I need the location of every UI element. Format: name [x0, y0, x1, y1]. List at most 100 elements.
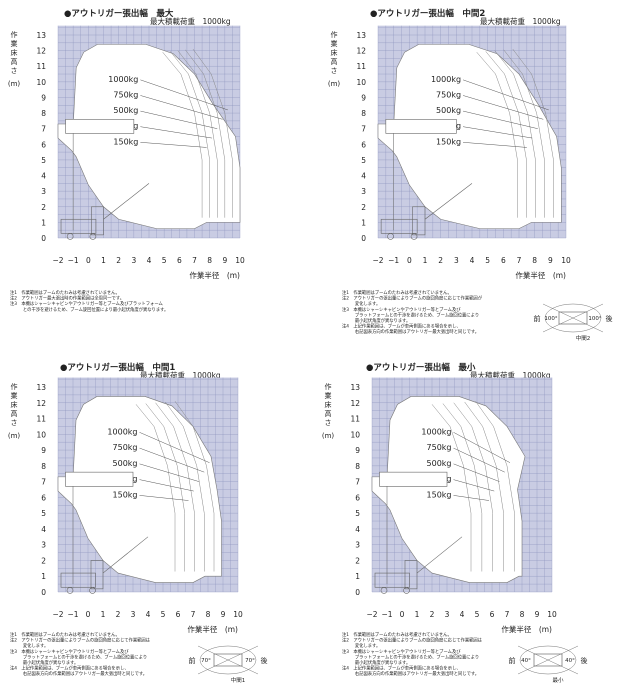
- y-axis-unit: (m): [8, 432, 21, 440]
- panel-subtitle: 最大積載荷重 1000kg: [150, 16, 231, 26]
- panel-title: ●アウトリガー張出幅 最小: [366, 362, 476, 373]
- load-label: 500kg: [436, 106, 461, 115]
- load-leader: [453, 495, 490, 501]
- x-tick-label: −2: [52, 610, 63, 619]
- front-label: 前: [509, 656, 516, 665]
- load-label: 1000kg: [431, 75, 461, 84]
- boundary-line: [174, 401, 215, 572]
- note-line: プラットフォームとの干渉を避けるため、ブーム旋回位置により: [342, 311, 479, 318]
- y-tick-label: 12: [36, 47, 46, 56]
- truck-wheel: [410, 233, 418, 240]
- boom-arm: [416, 536, 463, 574]
- boundary-line: [165, 401, 205, 572]
- y-axis-label-char: さ: [331, 67, 338, 75]
- load-leader: [140, 126, 212, 139]
- x-tick-label: 10: [547, 610, 557, 619]
- rotation-caption: 中間1: [231, 676, 246, 684]
- x-tick-label: 3: [454, 256, 459, 265]
- note-line: 注1 作業範囲はブームのたわみは考慮されていません。: [342, 631, 452, 638]
- truck-wheel: [66, 587, 74, 594]
- note-line: 注2 アウトリガーの張出量によりブームの旋回角度に応じて作業範囲は: [10, 637, 151, 644]
- note-line: 注4 上記作業範囲は、ブームが車両側面にある場合を示し、: [342, 323, 461, 330]
- front-label: 前: [189, 656, 196, 665]
- x-axis-label: 作業半径 (m): [501, 624, 552, 634]
- x-tick-label: 7: [191, 610, 196, 619]
- x-axis-label: 作業半径 (m): [189, 270, 240, 280]
- truck-silhouette: [60, 183, 150, 240]
- x-tick-label: 3: [131, 256, 136, 265]
- y-tick-label: 13: [350, 383, 360, 392]
- x-tick-label: 1: [101, 256, 106, 265]
- x-tick-label: −1: [68, 256, 79, 265]
- note-line: 右記図表方向の作業範囲はアウトリガー最大張出時と同じです。: [342, 328, 479, 335]
- x-tick-label: 7: [192, 256, 197, 265]
- y-tick-label: 9: [355, 446, 360, 455]
- x-tick-label: −1: [388, 256, 399, 265]
- y-axis-label-char: 高: [11, 409, 18, 418]
- x-tick-label: 2: [430, 610, 435, 619]
- x-tick-label: 4: [147, 256, 152, 265]
- note-line: 変化します。: [342, 642, 380, 649]
- truck-cab: [91, 206, 104, 236]
- note-line: との干渉を避けるため、ブーム旋回位置により最小起伏角度が異なります。: [10, 306, 168, 313]
- load-leader: [139, 432, 210, 463]
- truck-body: [60, 218, 97, 234]
- y-axis-label-char: さ: [11, 67, 18, 75]
- angle-right: 40°: [565, 658, 575, 664]
- x-tick-label: 3: [445, 610, 450, 619]
- y-tick-label: 10: [36, 430, 46, 439]
- load-leader: [139, 479, 194, 492]
- y-axis-label-char: 高: [11, 57, 18, 66]
- truck-wheel: [380, 587, 388, 594]
- platform-outline: [65, 119, 135, 134]
- x-tick-label: 1: [423, 256, 428, 265]
- y-tick-label: 9: [361, 93, 366, 102]
- load-leader: [140, 110, 218, 129]
- x-tick-label: 5: [161, 610, 166, 619]
- y-axis-label-char: さ: [325, 419, 332, 427]
- load-label: 500kg: [113, 459, 138, 468]
- x-tick-label: −2: [366, 610, 377, 619]
- y-tick-label: 12: [350, 399, 360, 408]
- y-axis-unit: (m): [8, 80, 21, 88]
- x-tick-label: 8: [207, 256, 212, 265]
- x-tick-label: 0: [400, 610, 405, 619]
- x-tick-label: 1: [101, 610, 106, 619]
- y-axis-label-char: 作: [331, 30, 338, 39]
- truck-body: [374, 572, 410, 588]
- x-tick-label: 10: [561, 256, 571, 265]
- boundary-line: [162, 52, 203, 218]
- truck-cab: [412, 206, 426, 236]
- y-tick-label: 3: [41, 187, 46, 196]
- y-tick-label: 2: [41, 203, 46, 212]
- load-leader: [139, 495, 189, 501]
- boundary-line: [475, 401, 515, 572]
- y-tick-label: 3: [41, 541, 46, 550]
- load-leader: [453, 432, 511, 463]
- load-leader: [462, 95, 544, 120]
- truck-wheel: [89, 233, 97, 240]
- load-label: 150kg: [427, 490, 452, 499]
- note-line: 注4 上記作業範囲は、ブームが車両側面にある場合を示し、: [342, 665, 461, 672]
- platform-outline: [65, 471, 134, 487]
- load-boundaries: [476, 48, 554, 218]
- boundary-line: [442, 403, 483, 572]
- load-leader: [453, 463, 500, 482]
- note-line: 右記図表方向の作業範囲はアウトリガー最大張出時と同じです。: [342, 670, 479, 677]
- y-tick-label: 4: [41, 172, 46, 181]
- boundary-line: [485, 51, 527, 218]
- x-tick-label: 2: [116, 256, 121, 265]
- x-axis-label: 作業半径 (m): [515, 270, 566, 280]
- truck-silhouette: [374, 536, 463, 594]
- y-tick-label: 6: [355, 493, 360, 502]
- y-axis-label-char: 業: [325, 391, 332, 400]
- work-envelope: [377, 44, 562, 231]
- rear-label: 後: [606, 314, 613, 323]
- boundary-line: [145, 403, 185, 572]
- boundary-line: [177, 50, 218, 218]
- y-tick-label: 5: [361, 156, 366, 165]
- boom-arm: [103, 183, 150, 220]
- y-tick-label: 2: [41, 556, 46, 565]
- y-axis-label-char: 高: [331, 57, 338, 66]
